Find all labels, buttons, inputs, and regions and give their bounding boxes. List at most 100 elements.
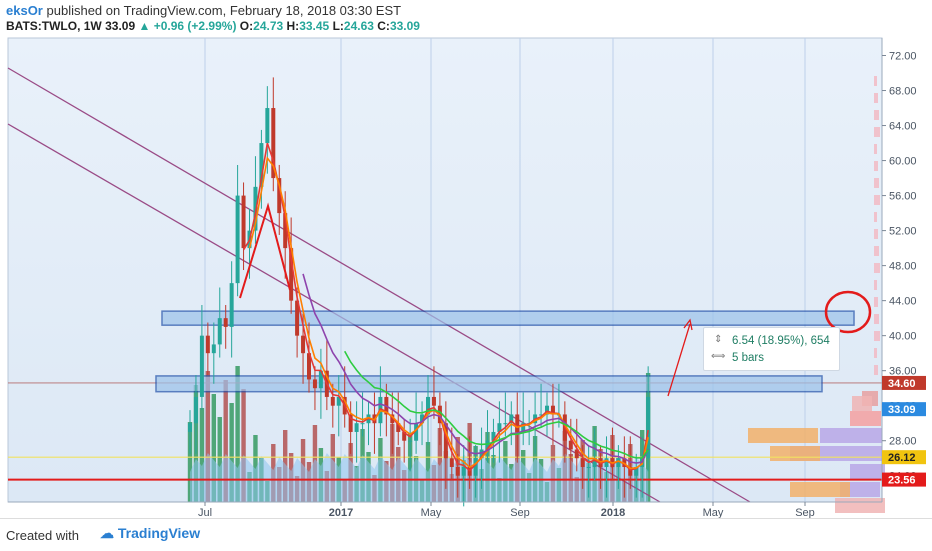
profile-row: [874, 314, 879, 324]
open-value: 24.73: [253, 19, 284, 33]
volume-bar: [253, 435, 258, 502]
candle-body: [503, 423, 508, 425]
price-chart[interactable]: 72.00 68.00 64.00 60.00 56.00 52.00 48.00 44.00…: [0, 36, 932, 518]
profile-row: [874, 263, 880, 273]
candle-body: [634, 466, 639, 476]
price-labels: 34.60 33.09 26.12 23.56: [882, 375, 926, 487]
candle-body: [318, 370, 323, 389]
publish-line: eksOr published on TradingView.com, Febr…: [6, 3, 401, 18]
profile-row: [874, 127, 880, 137]
candle-body: [354, 423, 359, 432]
candle-body: [265, 108, 270, 144]
price-axis[interactable]: 72.00 68.00 64.00 60.00 56.00 52.00 48.00 44.00…: [881, 38, 917, 502]
tradingview-logo[interactable]: ☁ TradingView: [100, 525, 200, 542]
volume-bar: [223, 380, 228, 502]
candle-body: [348, 414, 353, 432]
open-label: O:: [239, 19, 254, 33]
candle-body: [431, 396, 436, 406]
price-zone: [155, 375, 823, 393]
profile-row: [874, 365, 878, 375]
symbol-label: BATS:TWLO, 1W: [6, 19, 102, 33]
peak-marker: [239, 202, 291, 299]
measure-tooltip: ⇕ 6.54 (18.95%), 654 ⟺ 5 bars: [703, 327, 840, 371]
price-zone: [161, 310, 855, 326]
price-label-bg: [882, 375, 926, 390]
candle-body: [580, 458, 585, 467]
y-tick-label: 68.00: [889, 86, 917, 98]
candle-body: [426, 396, 430, 415]
y-tick-label: 52.00: [889, 226, 917, 238]
high-label: H:: [286, 19, 300, 33]
y-tick-label: 48.00: [889, 261, 917, 273]
candle-body: [217, 318, 222, 345]
volume-average-area: [190, 453, 649, 502]
candle-body: [449, 458, 454, 467]
ema-orange: [248, 156, 649, 470]
time-axis[interactable]: Jul 2017 May Sep 2018 May Sep: [8, 501, 882, 518]
candle-body: [235, 195, 240, 284]
candle-body: [241, 195, 246, 249]
volume-bar: [217, 417, 222, 502]
x-tick-label: 2018: [601, 507, 625, 518]
volume-bar: [187, 422, 193, 502]
volume-bar: [390, 424, 395, 502]
candle-body: [414, 423, 419, 441]
price-label: 33.09: [888, 404, 916, 416]
y-tick-label: 28.00: [889, 436, 917, 448]
candle-body: [330, 396, 335, 406]
brand-name: TradingView: [117, 525, 201, 541]
y-tick-label: 40.00: [889, 331, 917, 343]
candle-body: [360, 423, 365, 425]
candle-body: [259, 143, 264, 187]
profile-row: [748, 428, 818, 443]
profile-row: [874, 110, 879, 120]
candle-body: [628, 466, 633, 476]
volume-bar: [241, 389, 246, 502]
y-tick-label: 60.00: [889, 156, 917, 168]
close-label: C:: [377, 19, 390, 33]
candle-body: [509, 414, 514, 424]
price-change: +0.96 (+2.99%): [153, 19, 237, 33]
arrow-head: [683, 318, 693, 331]
profile-row: [874, 297, 878, 307]
candle-body: [205, 335, 210, 354]
x-tick-label: 2017: [329, 507, 353, 518]
ema-purple: [302, 273, 649, 464]
candle-body: [545, 405, 549, 415]
profile-row: [874, 348, 877, 358]
profile-row: [850, 464, 885, 479]
footer: Created with ☁ TradingView: [0, 518, 932, 551]
candle-body: [193, 396, 198, 424]
close-value: 33.09: [389, 19, 420, 33]
candle-body: [539, 414, 544, 416]
candle-body: [188, 423, 192, 432]
high-value: 33.45: [299, 19, 330, 33]
profile-row: [874, 144, 877, 154]
price-label: 23.56: [888, 475, 916, 487]
candle-body: [443, 423, 448, 459]
profile-row: [874, 229, 878, 239]
candle-body: [307, 353, 311, 380]
low-label: L:: [332, 19, 344, 33]
candle-body: [301, 335, 306, 354]
price-label: 26.12: [888, 452, 916, 464]
profile-row: [790, 482, 850, 497]
highlight-circle: [824, 290, 872, 334]
candle-body: [223, 318, 228, 327]
author-link[interactable]: eksOr: [6, 3, 43, 18]
candle-body: [420, 414, 425, 424]
candle-body: [408, 440, 413, 442]
candle-body: [289, 248, 294, 301]
x-tick-label: Jul: [198, 507, 212, 518]
ema-fast-red: [242, 142, 649, 472]
candle-body: [616, 458, 621, 467]
candle-body: [336, 396, 341, 406]
low-value: 24.63: [343, 19, 374, 33]
candle-body: [396, 423, 401, 432]
range-icon: ⇕: [714, 334, 723, 345]
volume-bar: [235, 366, 240, 502]
candle-body: [402, 431, 407, 441]
cloud-icon: ☁: [100, 525, 118, 541]
profile-row: [874, 246, 879, 256]
profile-row: [835, 498, 885, 513]
